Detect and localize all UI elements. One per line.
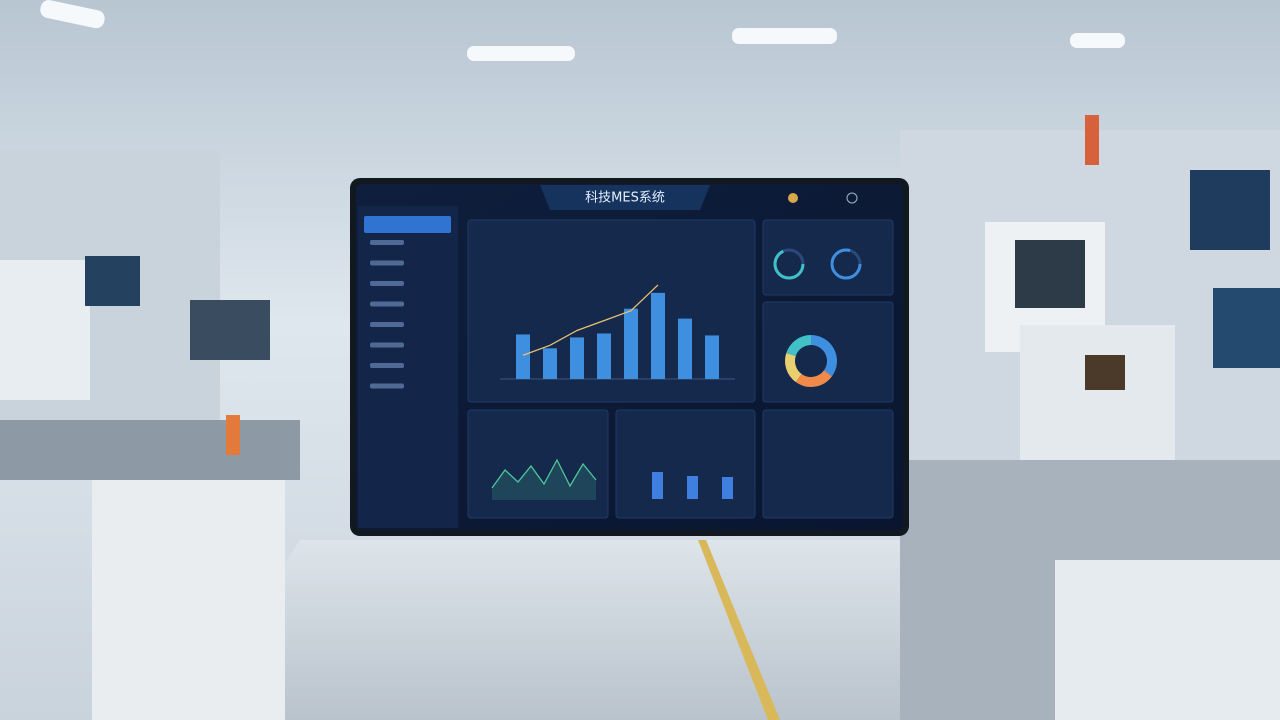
- bar: [624, 308, 638, 379]
- donut-segment: [795, 370, 833, 387]
- trend-line: [522, 284, 659, 356]
- menu: [370, 240, 404, 389]
- bar: [597, 333, 611, 379]
- menu-item-active[interactable]: [364, 216, 451, 233]
- bar: [543, 348, 557, 379]
- ceiling-lights: [40, 0, 1125, 61]
- donut-segment: [786, 335, 812, 357]
- charts: [491, 284, 837, 500]
- bar: [651, 292, 665, 379]
- avatar[interactable]: [788, 193, 798, 203]
- donut-segment: [810, 335, 837, 377]
- gauges: [773, 248, 862, 280]
- bar: [687, 476, 698, 499]
- wave-area: [492, 460, 596, 500]
- bar: [705, 335, 719, 379]
- bar: [652, 472, 663, 499]
- bar: [516, 334, 530, 379]
- wave-line: [491, 458, 597, 489]
- menu-item[interactable]: [370, 240, 404, 245]
- menu-item[interactable]: [370, 342, 404, 348]
- menu-item[interactable]: [370, 322, 404, 327]
- right-machines: [900, 115, 1280, 720]
- menu-item[interactable]: [370, 301, 404, 307]
- menu-item[interactable]: [370, 363, 404, 368]
- left-machines: [0, 150, 300, 720]
- menu-item[interactable]: [370, 281, 404, 286]
- bar: [678, 318, 692, 379]
- floor: [180, 540, 1100, 720]
- bar: [570, 337, 584, 379]
- power-button[interactable]: [846, 192, 858, 204]
- app-title: 科技MES系统: [585, 191, 665, 206]
- donut-segment: [785, 352, 802, 383]
- floor-line: [698, 540, 780, 720]
- menu-item[interactable]: [370, 260, 404, 266]
- header-tab: [540, 185, 710, 210]
- menu-item[interactable]: [370, 383, 404, 389]
- bar: [722, 477, 733, 499]
